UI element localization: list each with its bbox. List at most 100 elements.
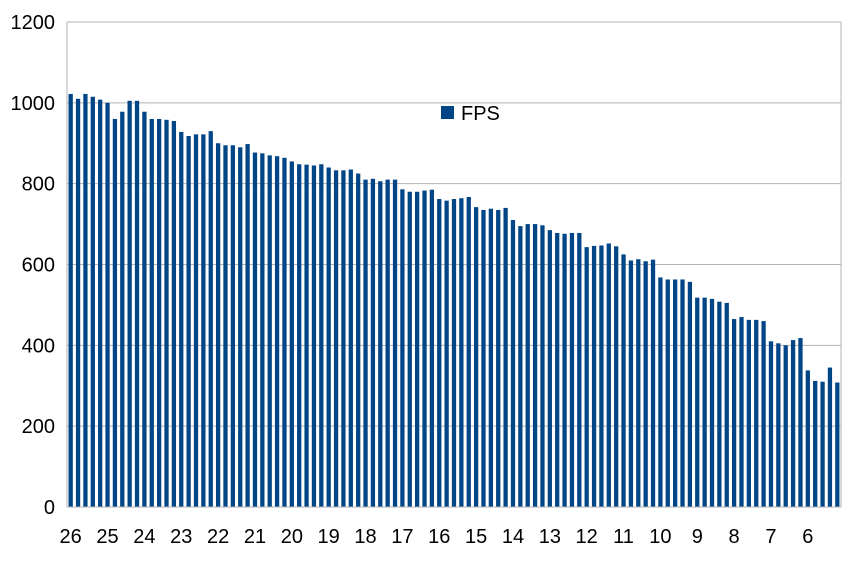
bar [370, 178, 376, 508]
bar [459, 198, 464, 507]
bar [466, 197, 471, 508]
bar [636, 259, 641, 507]
bar [451, 199, 457, 507]
bar [813, 380, 818, 507]
bar [444, 200, 449, 507]
bar [341, 170, 346, 507]
y-tick-label: 1000 [11, 93, 56, 115]
bar [201, 134, 206, 507]
bar [157, 119, 162, 507]
x-tick-label: 20 [281, 526, 303, 548]
bar [83, 93, 88, 508]
bar [532, 224, 538, 508]
bar [709, 298, 715, 507]
x-tick-label: 8 [729, 526, 740, 548]
x-tick-label: 9 [692, 526, 703, 548]
bar [252, 152, 258, 507]
bar [363, 179, 368, 507]
bar [238, 147, 243, 507]
bar-series-fps [68, 93, 840, 508]
bar [98, 99, 103, 507]
bar [555, 232, 560, 507]
bar [437, 199, 442, 507]
y-tick-label: 800 [22, 174, 55, 196]
bar [761, 321, 766, 507]
x-tick-label: 19 [318, 526, 340, 548]
bar [746, 319, 751, 507]
bar [289, 161, 294, 507]
legend: FPS [441, 103, 500, 125]
y-tick-label: 1200 [11, 12, 56, 34]
bar [333, 170, 339, 507]
axes [66, 22, 842, 508]
bar [724, 302, 729, 507]
bar [326, 167, 331, 507]
bar [547, 230, 552, 508]
bar [473, 207, 479, 507]
bar [790, 340, 796, 507]
bar [650, 259, 656, 507]
bar [776, 343, 781, 507]
x-tick-label: 10 [649, 526, 671, 548]
bar [319, 164, 324, 507]
bar [481, 209, 486, 507]
x-tick-label: 26 [60, 526, 82, 548]
bar [142, 111, 147, 507]
bar [304, 164, 309, 507]
bar [429, 189, 435, 507]
bar [274, 156, 280, 507]
bar [260, 153, 265, 507]
bar [422, 190, 427, 507]
bar [171, 121, 177, 507]
x-tick-label: 21 [244, 526, 266, 548]
bar [665, 279, 670, 507]
x-tick-label: 18 [354, 526, 376, 548]
x-tick-label: 7 [765, 526, 776, 548]
bar [186, 135, 191, 507]
bar [525, 224, 530, 508]
bar [356, 173, 361, 507]
bar [223, 145, 228, 508]
bar [267, 155, 272, 507]
x-tick-label: 11 [613, 526, 634, 548]
bar [577, 232, 582, 507]
legend-label-fps: FPS [461, 103, 500, 125]
bar [614, 246, 619, 507]
x-tick-label: 24 [133, 526, 155, 548]
bar [105, 102, 110, 507]
bar [510, 220, 516, 507]
bar [569, 232, 575, 507]
y-axis-tick-labels: 0 200 400 600 800 1000 1200 [11, 12, 56, 519]
y-tick-label: 400 [22, 335, 55, 357]
bar [112, 119, 118, 507]
x-tick-label: 23 [170, 526, 192, 548]
bar [149, 119, 154, 507]
bar [827, 367, 833, 507]
bar [621, 254, 626, 507]
bar [695, 297, 700, 507]
bar [783, 345, 788, 507]
bar [658, 277, 663, 507]
bar [606, 243, 611, 507]
y-tick-label: 600 [22, 255, 55, 277]
bar [134, 100, 140, 507]
bar [193, 134, 199, 507]
bar [717, 301, 722, 507]
bar [68, 93, 73, 508]
bar [378, 181, 383, 507]
bar [562, 233, 567, 508]
x-tick-label: 14 [502, 526, 524, 548]
bar [768, 341, 774, 507]
bar [518, 226, 523, 507]
bar [805, 370, 810, 507]
bar [282, 157, 287, 508]
legend-swatch-fps [441, 106, 454, 119]
bar [415, 191, 420, 507]
x-tick-label: 13 [539, 526, 561, 548]
x-tick-label: 25 [96, 526, 118, 548]
x-tick-label: 22 [207, 526, 229, 548]
y-tick-label: 200 [22, 416, 55, 438]
y-tick-label: 0 [44, 497, 55, 519]
bar [599, 245, 604, 508]
